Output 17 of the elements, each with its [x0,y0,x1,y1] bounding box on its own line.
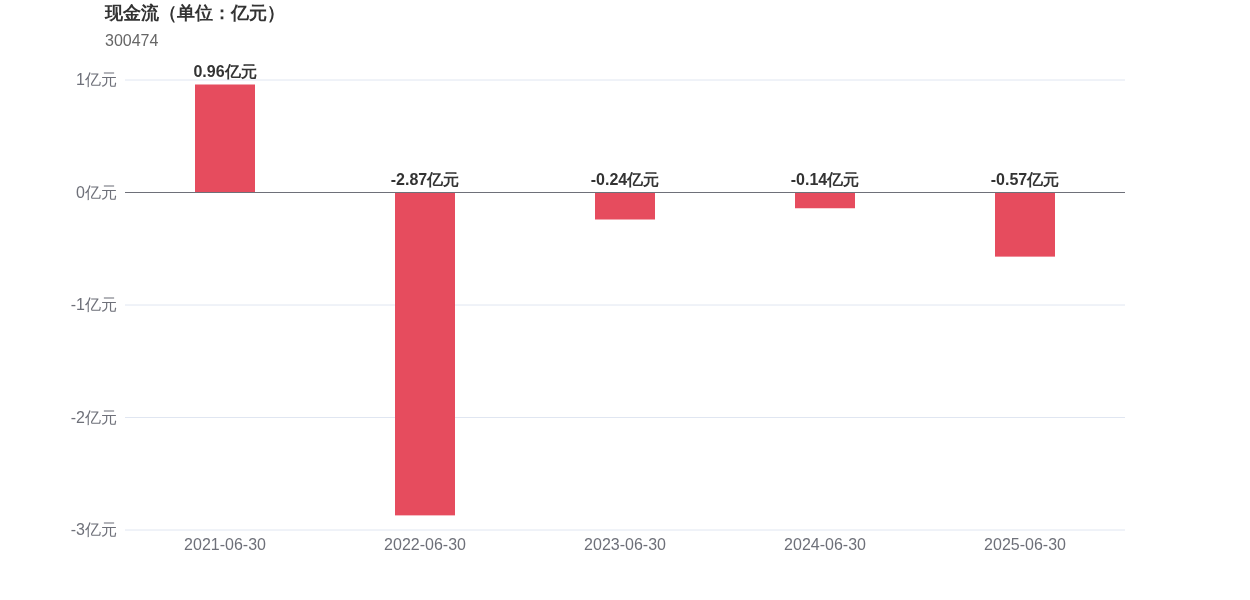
chart-title: 现金流（单位：亿元） [104,3,285,23]
x-tick-label: 2025-06-30 [984,536,1067,553]
x-tick-label: 2023-06-30 [584,536,667,553]
data-label: -0.24亿元 [590,170,660,188]
data-label: 0.96亿元 [193,62,257,80]
x-tick-label: 2022-06-30 [384,536,467,553]
y-tick-label: -2亿元 [70,408,117,426]
y-tick-label: -3亿元 [70,521,117,538]
x-tick-label: 2021-06-30 [184,536,267,553]
chart-subtitle: 300474 [105,32,159,49]
data-label: -0.57亿元 [990,170,1060,188]
x-tick-label: 2024-06-30 [784,536,867,553]
data-label: -0.14亿元 [790,170,860,188]
data-label: -2.87亿元 [390,170,460,188]
y-tick-label: 0亿元 [76,183,117,201]
y-tick-label: 1亿元 [76,71,117,88]
y-tick-label: -1亿元 [70,296,117,313]
